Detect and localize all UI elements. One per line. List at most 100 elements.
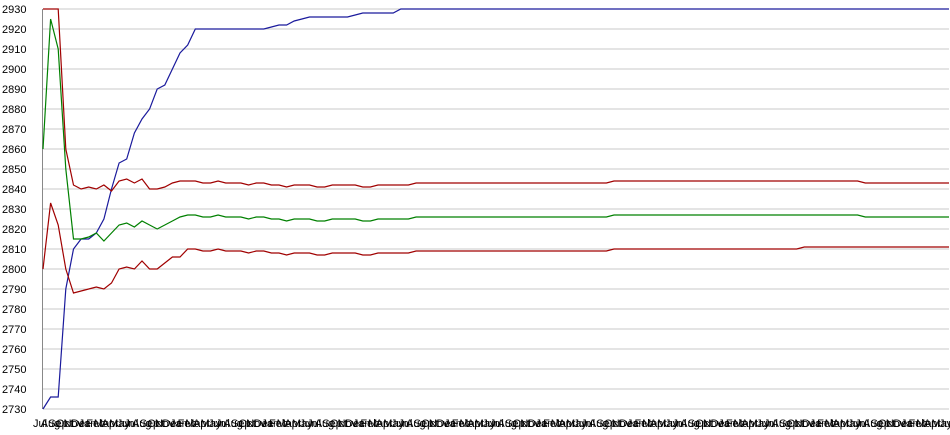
x-tick-label: Sep xyxy=(779,418,799,430)
x-tick-label: May xyxy=(383,418,404,430)
x-tick-label: Nov xyxy=(246,418,266,430)
x-tick-label: Jan xyxy=(901,418,919,430)
x-tick-label: Jan xyxy=(444,418,462,430)
y-tick-label: 2810 xyxy=(2,244,26,256)
y-tick-label: 2840 xyxy=(2,184,26,196)
x-tick-label: Oct xyxy=(330,418,347,430)
x-tick-label: Nov xyxy=(886,418,906,430)
x-tick-label: Feb xyxy=(726,418,745,430)
y-tick-label: 2850 xyxy=(2,164,26,176)
x-tick-label: Feb xyxy=(269,418,288,430)
x-tick-label: Sep xyxy=(322,418,342,430)
series-line xyxy=(42,8,949,410)
series-line xyxy=(42,202,949,294)
x-tick-label: May xyxy=(109,418,130,430)
x-tick-label: Jul xyxy=(307,418,321,430)
x-tick-label: Sep xyxy=(688,418,708,430)
x-tick-label: Feb xyxy=(543,418,562,430)
x-tick-label: Feb xyxy=(360,418,379,430)
y-tick-label: 2750 xyxy=(2,364,26,376)
x-tick-label: Jun xyxy=(756,418,774,430)
x-tick-label: Nov xyxy=(703,418,723,430)
x-tick-label: Jul xyxy=(764,418,778,430)
x-tick-label: Apr xyxy=(102,418,119,430)
x-tick-label: Mar xyxy=(277,418,296,430)
x-tick-label: Mar xyxy=(825,418,844,430)
x-tick-label: May xyxy=(840,418,861,430)
x-tick-label: Jan xyxy=(627,418,645,430)
x-tick-label: Oct xyxy=(787,418,804,430)
x-tick-label: Aug xyxy=(406,418,426,430)
x-tick-label: Aug xyxy=(315,418,335,430)
x-tick-label: May xyxy=(475,418,496,430)
x-tick-label: Dec xyxy=(711,418,731,430)
x-tick-label: Aug xyxy=(772,418,792,430)
x-tick-label: Sep xyxy=(596,418,616,430)
x-tick-label: Sep xyxy=(231,418,251,430)
y-tick-label: 2820 xyxy=(2,224,26,236)
x-tick-label: May xyxy=(657,418,678,430)
x-tick-label: Sep xyxy=(48,418,68,430)
y-tick-label: 2760 xyxy=(2,344,26,356)
x-tick-label: May xyxy=(292,418,313,430)
x-tick-label: Mar xyxy=(368,418,387,430)
x-tick-label: Jan xyxy=(535,418,553,430)
x-tick-label: May xyxy=(200,418,221,430)
x-tick-label: Jul xyxy=(490,418,504,430)
x-tick-label: Oct xyxy=(147,418,164,430)
x-tick-label: Mar xyxy=(916,418,935,430)
x-tick-label: Aug xyxy=(497,418,517,430)
x-tick-label: Sep xyxy=(414,418,434,430)
x-tick-label: Aug xyxy=(680,418,700,430)
x-tick-label: Dec xyxy=(437,418,457,430)
x-tick-label: Jul xyxy=(673,418,687,430)
x-tick-label: Mar xyxy=(185,418,204,430)
x-tick-label: Feb xyxy=(178,418,197,430)
x-tick-label: Dec xyxy=(802,418,822,430)
x-tick-label: Sep xyxy=(505,418,525,430)
x-tick-label: Aug xyxy=(863,418,883,430)
x-tick-label: Jun xyxy=(299,418,317,430)
y-tick-label: 2770 xyxy=(2,324,26,336)
x-tick-label: Feb xyxy=(634,418,653,430)
x-tick-label: Oct xyxy=(239,418,256,430)
x-tick-label: Jul xyxy=(855,418,869,430)
x-tick-label: Nov xyxy=(612,418,632,430)
x-tick-label: Jul xyxy=(216,418,230,430)
x-tick-label: Mar xyxy=(733,418,752,430)
x-tick-label: Dec xyxy=(345,418,365,430)
x-tick-label: Jun xyxy=(391,418,409,430)
y-tick-label: 2860 xyxy=(2,144,26,156)
y-tick-label: 2780 xyxy=(2,304,26,316)
y-tick-label: 2920 xyxy=(2,24,26,36)
x-tick-label: Mar xyxy=(94,418,113,430)
x-tick-label: Mar xyxy=(551,418,570,430)
x-tick-label: Apr xyxy=(376,418,393,430)
series-line xyxy=(43,8,949,192)
x-tick-label: Oct xyxy=(604,418,621,430)
x-tick-label: Jun xyxy=(482,418,500,430)
x-tick-label: Oct xyxy=(695,418,712,430)
x-tick-label: Jul xyxy=(581,418,595,430)
x-tick-label: Apr xyxy=(741,418,758,430)
x-tick-label: Dec xyxy=(893,418,913,430)
x-tick-label: Oct xyxy=(878,418,895,430)
x-tick-label: Nov xyxy=(794,418,814,430)
x-tick-label: Jun xyxy=(848,418,866,430)
x-tick-label: Jan xyxy=(79,418,97,430)
x-tick-label: Jul xyxy=(124,418,138,430)
x-tick-label: Apr xyxy=(924,418,941,430)
x-tick-label: May xyxy=(749,418,770,430)
x-tick-label: Sep xyxy=(870,418,890,430)
x-tick-label: Jun xyxy=(208,418,226,430)
x-tick-label: Jan xyxy=(170,418,188,430)
x-tick-label: Apr xyxy=(650,418,667,430)
series-line xyxy=(42,18,949,242)
x-tick-label: Aug xyxy=(41,418,61,430)
x-tick-label: Dec xyxy=(71,418,91,430)
x-tick-label: Jan xyxy=(718,418,736,430)
x-tick-label: Jun xyxy=(574,418,592,430)
x-tick-label: Feb xyxy=(817,418,836,430)
y-tick-label: 2740 xyxy=(2,384,26,396)
